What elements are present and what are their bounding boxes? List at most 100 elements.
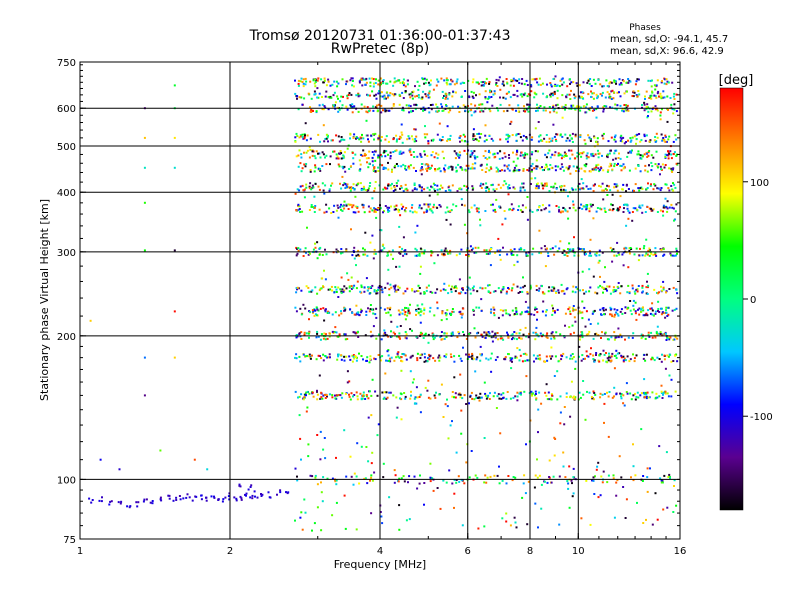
data-point [305, 251, 307, 254]
data-point [440, 338, 443, 341]
data-point [394, 164, 397, 167]
data-point [588, 136, 591, 139]
data-point [632, 479, 635, 482]
data-point [426, 169, 429, 172]
data-point [458, 151, 461, 154]
data-point [583, 105, 586, 108]
data-point [499, 138, 502, 141]
data-point [260, 495, 263, 497]
data-point [489, 91, 492, 94]
data-point [659, 173, 661, 176]
data-point [634, 183, 637, 186]
data-point [673, 103, 676, 106]
data-point [366, 161, 368, 164]
data-point [628, 360, 631, 363]
data-point [447, 167, 450, 170]
data-point [643, 103, 646, 106]
data-point [402, 475, 405, 478]
data-point [430, 208, 433, 211]
data-point [627, 209, 630, 212]
data-point [641, 284, 644, 287]
data-point [491, 104, 494, 107]
data-point [464, 109, 467, 112]
data-point [346, 183, 349, 186]
data-point [409, 164, 412, 167]
data-point [591, 479, 593, 482]
data-point [660, 481, 663, 484]
data-point [338, 333, 341, 336]
data-point [549, 111, 552, 114]
data-point [450, 356, 453, 358]
data-point [374, 159, 377, 162]
data-point [650, 110, 653, 113]
data-point [646, 286, 649, 289]
data-point [544, 391, 547, 394]
data-point [343, 207, 346, 210]
data-point [518, 78, 521, 81]
data-point [448, 83, 451, 86]
data-point [364, 334, 367, 337]
data-point [588, 330, 591, 333]
data-point [346, 381, 349, 384]
data-point [393, 287, 396, 290]
data-point [505, 92, 508, 95]
data-point [398, 209, 401, 212]
data-point [639, 206, 642, 209]
data-point [564, 104, 567, 106]
data-point [485, 333, 488, 336]
data-point [509, 208, 511, 211]
data-point [585, 185, 588, 188]
data-point [423, 307, 426, 310]
data-point [647, 396, 650, 399]
data-point [335, 134, 338, 137]
data-point [311, 475, 314, 478]
data-point [490, 311, 492, 314]
data-point [522, 482, 525, 485]
data-point [581, 333, 584, 336]
data-point [670, 169, 673, 172]
data-point [338, 314, 341, 317]
data-point [666, 95, 669, 98]
data-point [385, 397, 388, 400]
data-point [393, 208, 396, 211]
data-point [247, 488, 250, 491]
data-point [371, 284, 374, 287]
data-point [567, 248, 569, 250]
data-point [515, 309, 518, 312]
data-point [360, 189, 363, 191]
data-point [348, 286, 351, 289]
data-point [182, 497, 185, 500]
data-point [582, 393, 585, 396]
data-point [613, 289, 616, 291]
data-point [400, 123, 403, 126]
data-point [403, 309, 406, 312]
data-point [358, 314, 361, 317]
data-point [624, 359, 627, 362]
data-point [655, 254, 658, 257]
data-point [560, 358, 563, 361]
data-point [370, 462, 373, 465]
data-point [616, 184, 619, 187]
data-point [339, 150, 342, 152]
data-point [572, 200, 574, 203]
data-point [541, 166, 543, 169]
data-point [578, 95, 581, 98]
data-point [584, 106, 587, 109]
data-point [642, 247, 645, 250]
data-point [604, 331, 607, 334]
data-point [233, 496, 236, 499]
data-point [520, 248, 523, 251]
data-point [597, 322, 600, 325]
data-point [416, 80, 419, 83]
data-point [228, 498, 231, 501]
data-point [307, 253, 310, 256]
data-point [387, 349, 390, 352]
data-point [620, 356, 623, 359]
data-point [503, 152, 506, 155]
data-point [443, 332, 446, 335]
data-point [632, 332, 635, 335]
data-point [676, 252, 678, 255]
data-point [395, 149, 398, 152]
data-point [404, 167, 406, 170]
data-point [459, 357, 462, 360]
